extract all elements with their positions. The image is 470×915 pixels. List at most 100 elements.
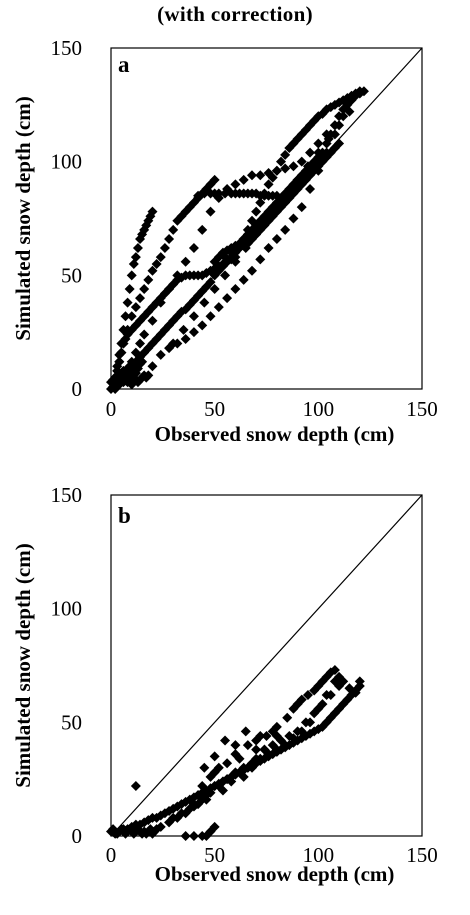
data-point [344, 683, 355, 694]
data-point [188, 831, 199, 841]
data-point [271, 730, 282, 741]
data-point [288, 161, 299, 172]
data-point [230, 179, 241, 190]
plot-frame [110, 47, 423, 390]
data-point [280, 149, 291, 160]
data-point [120, 311, 131, 322]
data-point [151, 258, 162, 269]
data-point [130, 252, 141, 263]
data-point [178, 324, 189, 335]
data-point [147, 315, 158, 326]
data-point [288, 213, 299, 224]
data-point [130, 302, 141, 313]
y-tick-label: 50 [61, 263, 82, 287]
data-point [168, 224, 179, 235]
scatter-points [106, 665, 365, 841]
data-point [317, 699, 328, 710]
x-tick-label: 0 [106, 397, 117, 421]
data-point [263, 168, 274, 179]
data-point [251, 753, 262, 764]
y-tick-label: 150 [51, 483, 83, 507]
data-point [302, 690, 313, 701]
data-point [329, 665, 340, 676]
data-point [213, 762, 224, 773]
data-point [159, 243, 170, 254]
chart-b: 0 50 100 150 0 50 100 150 Observed snow depth (c… [11, 483, 438, 886]
data-point [176, 808, 187, 819]
data-point [240, 726, 251, 737]
panel-label: b [118, 503, 131, 528]
data-point [168, 812, 179, 823]
x-tick-label: 150 [406, 397, 438, 421]
data-point [147, 826, 158, 837]
data-point [209, 751, 220, 762]
data-point [263, 749, 274, 760]
data-point [155, 349, 166, 360]
data-point [180, 333, 191, 344]
data-point [222, 758, 233, 769]
data-point [130, 780, 141, 791]
data-point [309, 685, 320, 696]
data-point [222, 293, 233, 304]
data-point [329, 708, 340, 719]
data-point [358, 86, 369, 97]
y-tick-label: 0 [72, 377, 83, 401]
data-point [271, 721, 282, 732]
data-point [309, 708, 320, 719]
data-point [139, 283, 150, 294]
data-point [342, 694, 353, 705]
data-point [155, 252, 166, 263]
data-point [209, 174, 220, 185]
scatter-points [106, 86, 369, 394]
data-point [132, 243, 143, 254]
data-point [234, 753, 245, 764]
data-point [197, 780, 208, 791]
data-point [199, 188, 210, 199]
data-point [132, 363, 143, 374]
data-point [213, 302, 224, 313]
data-point [350, 687, 361, 698]
data-point [213, 188, 224, 199]
data-point [209, 780, 220, 791]
data-point [230, 740, 241, 751]
data-point [220, 735, 231, 746]
data-point [296, 202, 307, 213]
data-point [126, 311, 137, 322]
data-point [251, 206, 262, 217]
data-point [147, 361, 158, 372]
data-point [261, 730, 272, 741]
x-axis-label: Observed snow depth (cm) [155, 422, 395, 446]
data-point [325, 129, 336, 140]
data-point [209, 283, 220, 294]
data-point [325, 690, 336, 701]
data-point [251, 744, 262, 755]
data-point [263, 179, 274, 190]
data-point [137, 356, 148, 367]
data-point [334, 138, 345, 149]
data-point [255, 197, 266, 208]
data-point [325, 712, 336, 723]
data-point [130, 347, 141, 358]
data-point [300, 717, 311, 728]
data-point [334, 671, 345, 682]
data-point [217, 776, 228, 787]
data-point [246, 762, 257, 773]
y-axis-label: Simulated snow depth (cm) [11, 543, 35, 787]
data-point [238, 274, 249, 285]
y-tick-label: 150 [51, 36, 83, 60]
data-point [205, 277, 216, 288]
y-axis-label: Simulated snow depth (cm) [11, 96, 35, 340]
data-point [168, 338, 179, 349]
data-point [193, 790, 204, 801]
data-point [230, 256, 241, 267]
data-point [246, 170, 257, 181]
data-point [135, 819, 146, 830]
data-point [271, 233, 282, 244]
data-point [205, 206, 216, 217]
data-point [255, 170, 266, 181]
data-point [199, 297, 210, 308]
data-point [242, 740, 253, 751]
y-tick-label: 0 [72, 824, 83, 848]
data-point [255, 730, 266, 741]
x-tick-label: 50 [204, 397, 225, 421]
